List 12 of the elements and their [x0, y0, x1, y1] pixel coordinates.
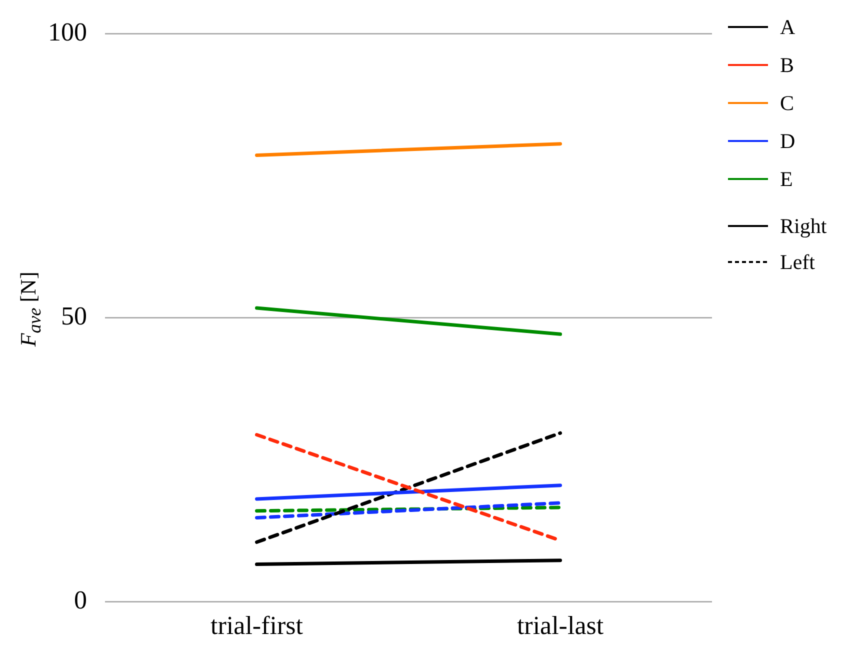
- legend-label: A: [780, 14, 796, 41]
- legend-label: C: [780, 90, 794, 117]
- text: Left: [780, 249, 815, 276]
- legend-label: D: [780, 128, 796, 155]
- y-tick-label: 100: [48, 17, 87, 46]
- legend-label: E: [780, 166, 793, 193]
- y-tick-label: 0: [74, 586, 87, 615]
- x-tick-label: trial-first: [210, 611, 304, 640]
- x-tick-label: trial-last: [516, 611, 604, 640]
- text: Right: [780, 213, 827, 240]
- legend-label: B: [780, 52, 794, 79]
- y-tick-label: 50: [61, 302, 87, 331]
